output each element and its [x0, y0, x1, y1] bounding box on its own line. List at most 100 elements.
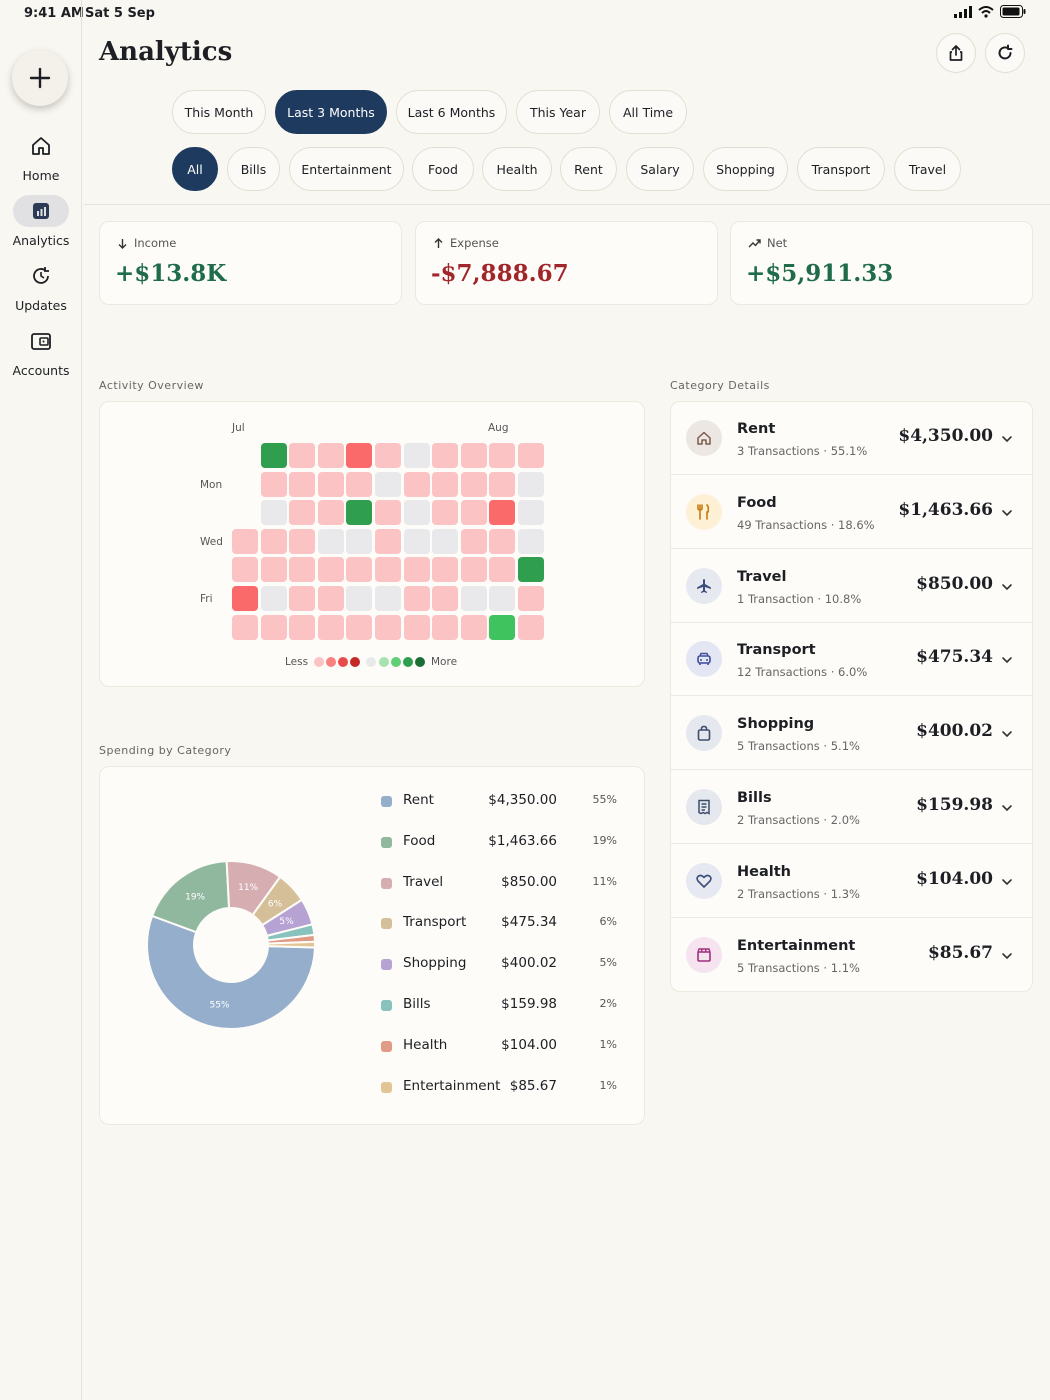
heatmap-cell[interactable] [289, 557, 316, 583]
heatmap-cell[interactable] [375, 614, 401, 640]
chevron-down-icon[interactable] [1001, 799, 1013, 818]
heatmap-cell[interactable] [260, 586, 287, 611]
heatmap-cell[interactable] [346, 500, 373, 526]
heatmap-cell[interactable] [460, 471, 487, 497]
pie-slice-rent[interactable] [146, 914, 316, 1030]
refresh-button[interactable] [985, 33, 1025, 73]
heatmap-cell[interactable] [289, 471, 316, 497]
heatmap-cell[interactable] [403, 500, 430, 526]
heatmap-cell[interactable] [232, 614, 258, 640]
category-row-food[interactable]: Food 49 Transactions · 18.6% $1,463.66 [670, 475, 1033, 549]
heatmap-cell[interactable] [375, 443, 401, 468]
category-row-rent[interactable]: Rent 3 Transactions · 55.1% $4,350.00 [670, 401, 1033, 475]
heatmap-cell[interactable] [403, 528, 430, 554]
heatmap-cell[interactable] [375, 557, 401, 583]
sidebar-item-accounts[interactable]: Accounts [0, 325, 82, 378]
filter-all[interactable]: All [172, 147, 218, 191]
heatmap-cell[interactable] [403, 614, 430, 640]
sidebar-item-home[interactable]: Home [0, 130, 82, 183]
heatmap-cell[interactable] [317, 528, 344, 554]
heatmap-cell[interactable] [403, 586, 430, 611]
heatmap-cell[interactable] [375, 500, 401, 526]
category-row-entertainment[interactable]: Entertainment 5 Transactions · 1.1% $85.67 [670, 918, 1033, 992]
heatmap-cell[interactable] [489, 557, 516, 583]
share-button[interactable] [936, 33, 976, 73]
heatmap-cell[interactable] [232, 586, 258, 611]
heatmap-cell[interactable] [346, 586, 373, 611]
chevron-down-icon[interactable] [1001, 873, 1013, 892]
heatmap-cell[interactable] [432, 471, 459, 497]
filter-salary[interactable]: Salary [626, 147, 694, 191]
filter-travel[interactable]: Travel [894, 147, 961, 191]
heatmap-cell[interactable] [317, 557, 344, 583]
heatmap-cell[interactable] [489, 586, 516, 611]
heatmap-cell[interactable] [460, 500, 487, 526]
filter-bills[interactable]: Bills [227, 147, 280, 191]
heatmap-cell[interactable] [403, 471, 430, 497]
heatmap-cell[interactable] [317, 500, 344, 526]
heatmap-cell[interactable] [232, 528, 258, 554]
heatmap-cell[interactable] [460, 557, 487, 583]
period-this-year[interactable]: This Year [516, 90, 600, 134]
heatmap-cell[interactable] [260, 557, 287, 583]
heatmap-cell[interactable] [346, 614, 373, 640]
chevron-down-icon[interactable] [1001, 578, 1013, 597]
heatmap-cell[interactable] [518, 528, 544, 554]
heatmap-cell[interactable] [317, 443, 344, 468]
chevron-down-icon[interactable] [1001, 651, 1013, 670]
heatmap-cell[interactable] [518, 557, 544, 583]
heatmap-cell[interactable] [432, 443, 459, 468]
heatmap-cell[interactable] [460, 528, 487, 554]
heatmap-cell[interactable] [346, 471, 373, 497]
heatmap-cell[interactable] [289, 500, 316, 526]
heatmap-cell[interactable] [489, 443, 516, 468]
heatmap-cell[interactable] [518, 500, 544, 526]
period-last-3-months[interactable]: Last 3 Months [275, 90, 387, 134]
heatmap-cell[interactable] [260, 443, 287, 468]
filter-rent[interactable]: Rent [560, 147, 617, 191]
heatmap-cell[interactable] [489, 614, 516, 640]
heatmap-cell[interactable] [518, 471, 544, 497]
period-this-month[interactable]: This Month [172, 90, 266, 134]
heatmap-cell[interactable] [432, 500, 459, 526]
add-button[interactable] [12, 50, 68, 106]
heatmap-cell[interactable] [375, 528, 401, 554]
heatmap-cell[interactable] [518, 443, 544, 468]
chevron-down-icon[interactable] [1001, 947, 1013, 966]
heatmap-cell[interactable] [289, 443, 316, 468]
heatmap-cell[interactable] [317, 614, 344, 640]
heatmap-cell[interactable] [317, 471, 344, 497]
heatmap-cell[interactable] [518, 586, 544, 611]
heatmap-cell[interactable] [460, 443, 487, 468]
heatmap-cell[interactable] [460, 614, 487, 640]
category-row-shopping[interactable]: Shopping 5 Transactions · 5.1% $400.02 [670, 696, 1033, 771]
category-row-health[interactable]: Health 2 Transactions · 1.3% $104.00 [670, 844, 1033, 918]
pie-slice-entertainment[interactable] [266, 940, 316, 949]
heatmap-cell[interactable] [403, 557, 430, 583]
filter-transport[interactable]: Transport [797, 147, 885, 191]
heatmap-cell[interactable] [346, 443, 373, 468]
category-row-travel[interactable]: Travel 1 Transaction · 10.8% $850.00 [670, 549, 1033, 623]
chevron-down-icon[interactable] [1001, 430, 1013, 449]
heatmap-cell[interactable] [346, 557, 373, 583]
sidebar-item-analytics[interactable]: Analytics [0, 195, 82, 248]
filter-food[interactable]: Food [412, 147, 474, 191]
heatmap-cell[interactable] [289, 614, 316, 640]
heatmap-cell[interactable] [432, 528, 459, 554]
filter-shopping[interactable]: Shopping [703, 147, 788, 191]
heatmap-cell[interactable] [403, 443, 430, 468]
heatmap-cell[interactable] [489, 528, 516, 554]
filter-health[interactable]: Health [482, 147, 552, 191]
period-last-6-months[interactable]: Last 6 Months [396, 90, 507, 134]
period-all-time[interactable]: All Time [609, 90, 687, 134]
heatmap-cell[interactable] [460, 586, 487, 611]
chevron-down-icon[interactable] [1001, 725, 1013, 744]
heatmap-cell[interactable] [518, 614, 544, 640]
heatmap-cell[interactable] [260, 500, 287, 526]
heatmap-cell[interactable] [317, 586, 344, 611]
heatmap-cell[interactable] [432, 614, 459, 640]
heatmap-cell[interactable] [260, 528, 287, 554]
heatmap-cell[interactable] [260, 614, 287, 640]
heatmap-cell[interactable] [260, 471, 287, 497]
heatmap-cell[interactable] [432, 557, 459, 583]
